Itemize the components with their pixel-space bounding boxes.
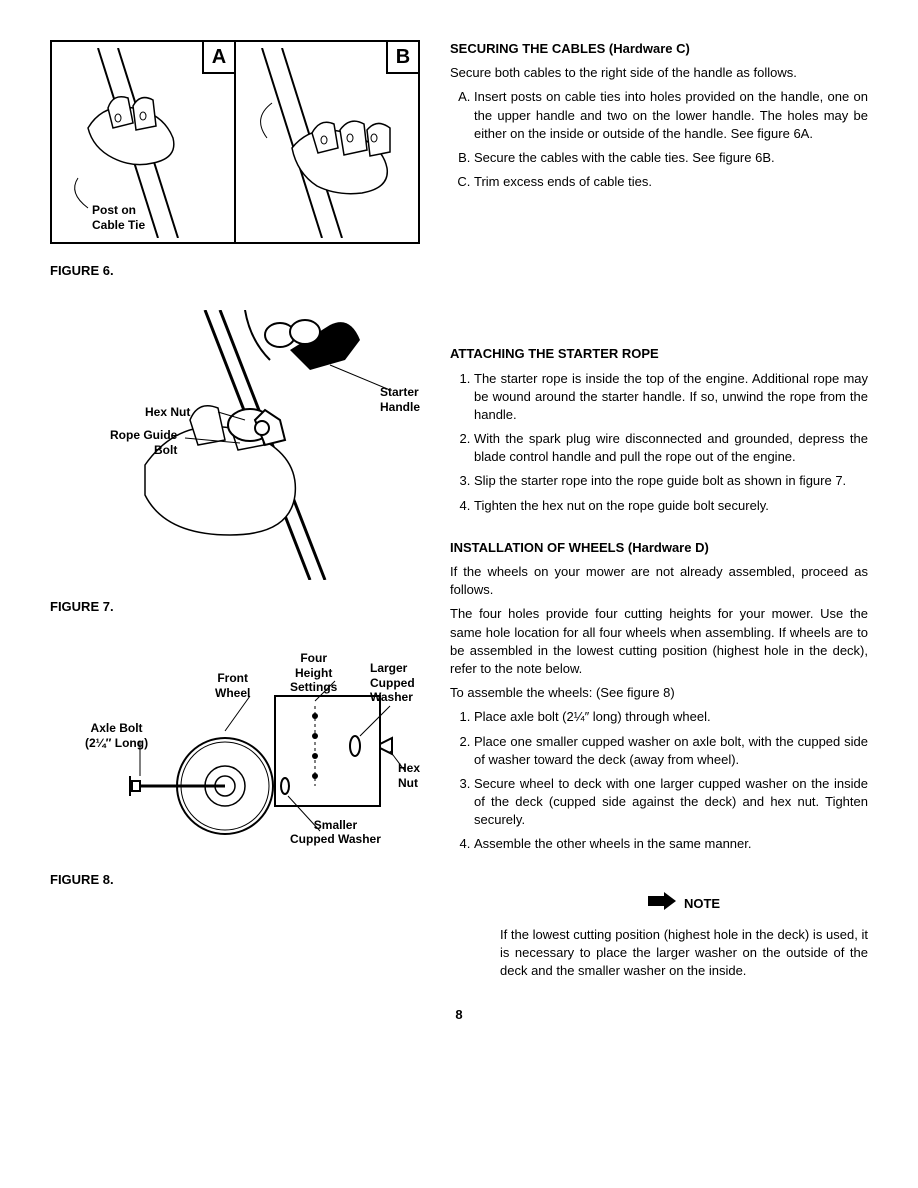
wheels-step-2: Place one smaller cupped washer on axle … (474, 733, 868, 769)
wheels-assemble-lead: To assemble the wheels: (See figure 8) (450, 684, 868, 702)
starter-rope-illustration (50, 310, 420, 580)
starter-handle-label: Starter Handle (380, 385, 420, 414)
post-on-cable-tie-label: Post on Cable Tie (92, 203, 145, 232)
attaching-steps-list: The starter rope is inside the top of th… (450, 370, 868, 515)
figure-6-caption: FIGURE 6. (50, 262, 420, 280)
securing-steps-list: Insert posts on cable ties into holes pr… (450, 88, 868, 191)
four-height-label: Four Height Settings (290, 651, 337, 694)
wheels-step-1: Place axle bolt (2¼″ long) through wheel… (474, 708, 868, 726)
note-label: NOTE (684, 895, 720, 913)
attaching-step-1: The starter rope is inside the top of th… (474, 370, 868, 425)
axle-bolt-label: Axle Bolt (2¼″ Long) (85, 721, 148, 750)
wheels-intro1: If the wheels on your mower are not alre… (450, 563, 868, 599)
figure-6-panel-a: A Post on Cable Tie (52, 42, 236, 242)
securing-step-a: Insert posts on cable ties into holes pr… (474, 88, 868, 143)
hex-nut-label-f8: Hex Nut (398, 761, 420, 790)
attaching-title: ATTACHING THE STARTER ROPE (450, 345, 868, 363)
figure-8-caption: FIGURE 8. (50, 871, 420, 889)
wheels-step-3: Secure wheel to deck with one larger cup… (474, 775, 868, 830)
figure-7-caption: FIGURE 7. (50, 598, 420, 616)
panel-a-letter: A (202, 42, 234, 74)
attaching-step-2: With the spark plug wire disconnected an… (474, 430, 868, 466)
attaching-step-4: Tighten the hex nut on the rope guide bo… (474, 497, 868, 515)
attaching-rope-section: ATTACHING THE STARTER ROPE The starter r… (450, 345, 868, 521)
wheels-steps-list: Place axle bolt (2¼″ long) through wheel… (450, 708, 868, 853)
securing-step-c: Trim excess ends of cable ties. (474, 173, 868, 191)
note-arrow-icon (648, 890, 676, 918)
securing-step-b: Secure the cables with the cable ties. S… (474, 149, 868, 167)
front-wheel-label: Front Wheel (215, 671, 250, 700)
larger-washer-label: Larger Cupped Washer (370, 661, 415, 704)
note-header: NOTE (500, 890, 868, 918)
hex-nut-label-f7: Hex Nut (145, 405, 190, 419)
attaching-step-3: Slip the starter rope into the rope guid… (474, 472, 868, 490)
smaller-washer-label: Smaller Cupped Washer (290, 818, 381, 847)
wheels-title: INSTALLATION OF WHEELS (Hardware D) (450, 539, 868, 557)
figure-7-diagram: Starter Handle Hex Nut Rope Guide Bolt (50, 310, 420, 580)
securing-cables-section: SECURING THE CABLES (Hardware C) Secure … (450, 40, 868, 197)
securing-title: SECURING THE CABLES (Hardware C) (450, 40, 868, 58)
rope-guide-bolt-label: Rope Guide Bolt (110, 428, 177, 457)
wheels-intro2: The four holes provide four cutting heig… (450, 605, 868, 678)
wheels-step-4: Assemble the other wheels in the same ma… (474, 835, 868, 853)
figure-6-diagram: A Post on Cable Tie B (50, 40, 420, 244)
wheels-section: INSTALLATION OF WHEELS (Hardware D) If t… (450, 539, 868, 860)
figure-8-diagram: Front Wheel Four Height Settings Larger … (50, 646, 420, 846)
note-text: If the lowest cutting position (highest … (500, 926, 868, 981)
hand-cable-tie-b-illustration (242, 48, 412, 238)
page-number: 8 (50, 1006, 868, 1024)
note-block: NOTE If the lowest cutting position (hig… (500, 890, 868, 987)
figure-6-panel-b: B (236, 42, 418, 242)
securing-intro: Secure both cables to the right side of … (450, 64, 868, 82)
panel-b-letter: B (386, 42, 418, 74)
